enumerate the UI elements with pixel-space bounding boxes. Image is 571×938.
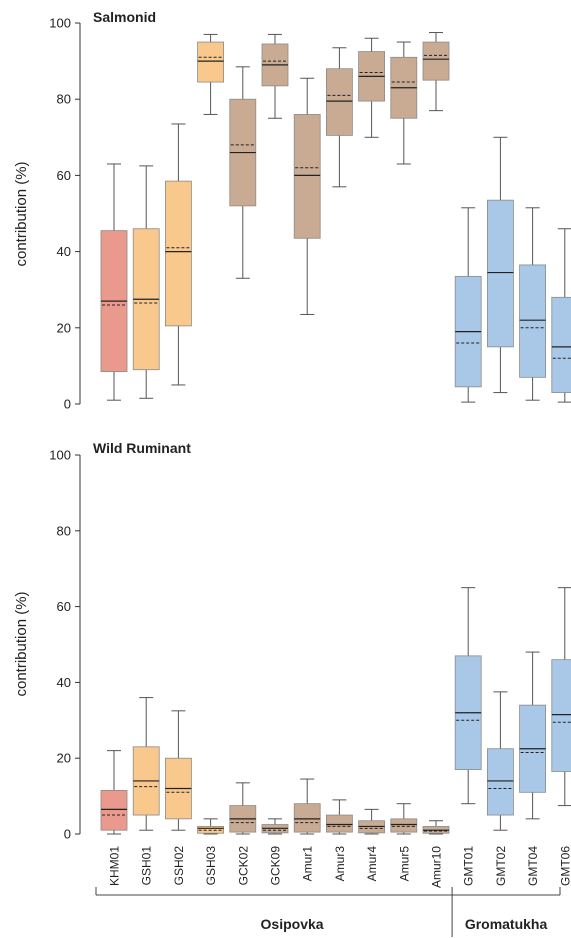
y-tick-label-80-salmonid: 80 xyxy=(57,92,71,107)
box-iqr-gsh03-salmonid xyxy=(197,41,225,83)
y-tick-label-80-wild-ruminant: 80 xyxy=(57,523,71,538)
box-gmt02-salmonid xyxy=(486,136,514,394)
box-gmt01-wild-ruminant xyxy=(454,587,482,805)
box-iqr-gmt04-salmonid xyxy=(519,264,546,378)
panel-title-salmonid: Salmonid xyxy=(93,9,156,25)
box-amur3-salmonid xyxy=(325,47,353,188)
panel-wild-ruminant: Wild Ruminant contribution (%) 0 20 40 60 80… xyxy=(13,440,571,842)
box-gmt02-wild-ruminant xyxy=(486,691,514,831)
group-label-gromatukha: Gromatukha xyxy=(465,916,548,932)
box-gsh03-salmonid xyxy=(197,33,225,115)
category-label-gmt02: GMT02 xyxy=(494,846,508,886)
box-iqr-gmt06-wild-ruminant xyxy=(551,659,571,772)
box-gsh02-salmonid xyxy=(164,123,192,386)
box-iqr-amur3-wild-ruminant xyxy=(325,814,353,833)
y-axis-title-salmonid: contribution (%) xyxy=(13,161,30,266)
box-amur10-wild-ruminant xyxy=(422,820,450,835)
box-gmt04-wild-ruminant xyxy=(519,651,546,820)
box-amur4-wild-ruminant xyxy=(358,808,386,835)
box-iqr-amur1-salmonid xyxy=(293,114,321,239)
box-iqr-gmt02-wild-ruminant xyxy=(486,748,514,816)
box-iqr-amur10-salmonid xyxy=(422,41,450,81)
box-iqr-amur3-salmonid xyxy=(325,68,353,136)
category-label-gsh03: GSH03 xyxy=(204,846,218,886)
y-tick-label-40-salmonid: 40 xyxy=(57,244,71,259)
box-gsh01-wild-ruminant xyxy=(132,697,160,831)
category-label-amur10: Amur10 xyxy=(430,846,444,888)
box-iqr-gmt02-salmonid xyxy=(486,199,514,348)
box-iqr-gsh02-salmonid xyxy=(164,180,192,327)
y-tick-label-60-salmonid: 60 xyxy=(57,168,71,183)
y-tick-label-0-salmonid: 0 xyxy=(64,397,71,412)
y-tick-label-40-wild-ruminant: 40 xyxy=(57,675,71,690)
box-amur5-salmonid xyxy=(390,41,418,165)
box-iqr-khm01-wild-ruminant xyxy=(100,790,128,831)
group-axis: Osipovka Gromatukha xyxy=(95,887,561,937)
y-tick-label-100-wild-ruminant: 100 xyxy=(49,448,71,463)
category-label-gmt04: GMT04 xyxy=(526,846,540,886)
box-gck09-salmonid xyxy=(261,33,289,119)
box-gck02-salmonid xyxy=(229,66,257,279)
box-amur1-salmonid xyxy=(293,77,321,315)
y-tick-label-60-wild-ruminant: 60 xyxy=(57,599,71,614)
category-label-amur4: Amur4 xyxy=(365,846,379,882)
box-amur10-salmonid xyxy=(422,32,450,112)
box-gck09-wild-ruminant xyxy=(261,818,289,835)
group-label-osipovka: Osipovka xyxy=(261,916,324,932)
category-label-gsh02: GSH02 xyxy=(172,846,186,886)
box-gmt04-salmonid xyxy=(519,207,546,401)
category-label-gck09: GCK09 xyxy=(269,846,283,886)
box-amur5-wild-ruminant xyxy=(390,803,418,835)
panel-title-wild-ruminant: Wild Ruminant xyxy=(93,440,191,456)
y-tick-label-0-wild-ruminant: 0 xyxy=(64,827,71,842)
y-axis-title-wild-ruminant: contribution (%) xyxy=(13,591,30,696)
y-tick-label-100-salmonid: 100 xyxy=(49,16,71,31)
box-gck02-wild-ruminant xyxy=(229,782,257,835)
box-gmt01-salmonid xyxy=(454,207,482,403)
box-gsh02-wild-ruminant xyxy=(164,710,192,831)
y-tick-label-20-salmonid: 20 xyxy=(57,320,71,335)
box-iqr-amur5-wild-ruminant xyxy=(390,818,418,833)
box-amur1-wild-ruminant xyxy=(293,778,321,835)
category-label-amur5: Amur5 xyxy=(397,846,411,882)
category-label-khm01: KHM01 xyxy=(108,846,122,886)
box-iqr-gmt06-salmonid xyxy=(551,296,571,393)
category-label-gsh01: GSH01 xyxy=(140,846,154,886)
box-gsh03-wild-ruminant xyxy=(197,818,225,835)
category-label-gmt01: GMT01 xyxy=(462,846,476,886)
box-khm01-wild-ruminant xyxy=(100,750,128,835)
box-gmt06-wild-ruminant xyxy=(551,587,571,807)
box-amur3-wild-ruminant xyxy=(325,799,353,835)
category-label-gmt06: GMT06 xyxy=(558,846,571,886)
category-axis: KHM01 GSH01 GSH02 GSH03 GCK02 GCK09 Amur1 Amur3… xyxy=(108,846,571,888)
panel-salmonid: Salmonid contribution (%) 0 20 40 60 80 100 xyxy=(13,9,571,412)
box-amur4-salmonid xyxy=(358,37,386,138)
box-gmt06-salmonid xyxy=(551,228,571,403)
box-khm01-salmonid xyxy=(100,163,128,401)
box-iqr-amur1-wild-ruminant xyxy=(293,803,321,833)
box-gsh01-salmonid xyxy=(132,165,160,399)
category-label-gck02: GCK02 xyxy=(236,846,250,886)
category-label-amur3: Amur3 xyxy=(333,846,347,882)
category-label-amur1: Amur1 xyxy=(301,846,315,882)
y-tick-label-20-wild-ruminant: 20 xyxy=(57,751,71,766)
